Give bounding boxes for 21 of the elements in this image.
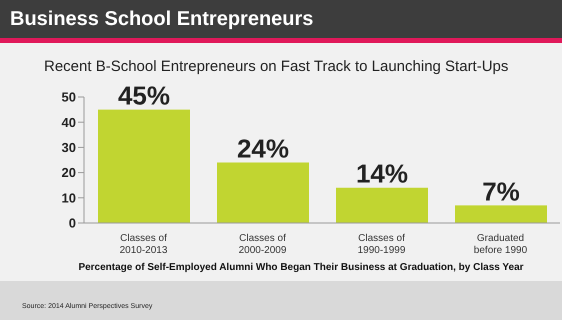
data-label: 7% (482, 176, 520, 206)
chart-subtitle: Recent B-School Entrepreneurs on Fast Track to Launching Start-Ups (43, 58, 510, 75)
bar (98, 110, 190, 223)
bar (217, 162, 309, 223)
y-tick-label: 0 (68, 216, 76, 231)
data-label: 14% (356, 158, 408, 189)
y-tick-label: 40 (62, 114, 76, 130)
bar (455, 205, 547, 223)
y-tick-label: 30 (62, 140, 76, 156)
x-tick-label: Graduated before 1990 (474, 233, 528, 256)
bar (336, 188, 428, 223)
x-tick-label: Classes of 1990-1999 (358, 233, 406, 256)
x-tick-label: Classes of 2000-2009 (238, 233, 287, 256)
x-tick-label: Classes of 2010-2013 (120, 233, 168, 256)
y-tick-label: 10 (62, 190, 76, 206)
x-axis-title: Percentage of Self-Employed Alumni Who Began Their Business at Graduation, by Class Year (77, 262, 525, 273)
chart-title: Business School Entrepreneurs (0, 0, 562, 43)
y-tick-label: 20 (62, 165, 76, 180)
data-label: 45% (118, 80, 170, 111)
y-tick-label: 50 (62, 90, 76, 105)
data-label: 24% (236, 134, 290, 164)
